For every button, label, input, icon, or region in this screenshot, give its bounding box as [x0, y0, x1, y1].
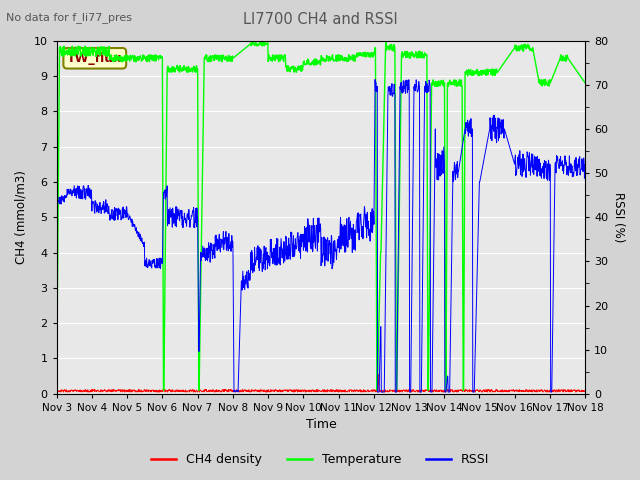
Text: LI7700 CH4 and RSSI: LI7700 CH4 and RSSI — [243, 12, 397, 27]
Y-axis label: RSSI (%): RSSI (%) — [612, 192, 625, 242]
Legend: CH4 density, Temperature, RSSI: CH4 density, Temperature, RSSI — [146, 448, 494, 471]
X-axis label: Time: Time — [305, 419, 336, 432]
Text: TW_flux: TW_flux — [67, 52, 122, 65]
Text: No data for f_li77_pres: No data for f_li77_pres — [6, 12, 132, 23]
Y-axis label: CH4 (mmol/m3): CH4 (mmol/m3) — [15, 170, 28, 264]
